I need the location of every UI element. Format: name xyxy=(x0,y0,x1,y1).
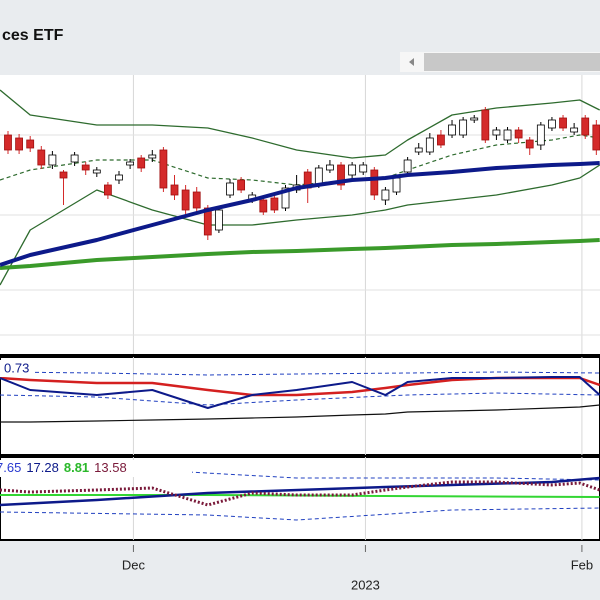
candle-body xyxy=(226,182,234,196)
indicator-line xyxy=(0,89,600,159)
scroll-left-arrow[interactable] xyxy=(409,58,414,66)
candle-body xyxy=(48,154,57,166)
readout-box xyxy=(0,460,192,477)
candle-body xyxy=(104,184,112,196)
readout-value: 8.81 xyxy=(64,460,89,475)
candle-body xyxy=(326,164,334,171)
candle-body xyxy=(592,124,600,151)
candle-body xyxy=(192,191,201,209)
candle-body xyxy=(59,171,68,179)
candle-body xyxy=(259,199,268,213)
x-tick-label: 2023 xyxy=(351,577,380,592)
readout-label: 7.65 17.28 8.81 13.58 xyxy=(0,460,127,475)
x-tick-label: Dec xyxy=(122,557,146,572)
candle-body xyxy=(470,117,479,121)
scrollbar-thumb[interactable] xyxy=(424,53,600,71)
readout-value: 13.58 xyxy=(94,460,127,475)
plot-layer: Dec 2023 Feb 0.73 7.65 17.28 8.81 13.58 xyxy=(0,75,600,592)
candle-body xyxy=(4,134,12,151)
candle-body xyxy=(348,164,357,176)
indicator-line xyxy=(0,392,600,406)
candle-body xyxy=(548,119,556,129)
candle-body xyxy=(481,109,490,141)
candle-body xyxy=(570,127,579,133)
candle-body xyxy=(414,147,423,153)
candle-body xyxy=(81,164,90,171)
readout-value: 7.65 xyxy=(0,460,21,475)
candle-body xyxy=(37,149,46,166)
candle-body xyxy=(492,129,501,136)
candle-body xyxy=(403,159,412,173)
candle-body xyxy=(437,134,445,146)
candle-body xyxy=(15,137,23,151)
candle-body xyxy=(459,119,468,136)
candle-body xyxy=(559,117,567,129)
moving-average xyxy=(0,161,600,267)
readout-value: 17.28 xyxy=(26,460,59,475)
candle-body xyxy=(281,187,290,209)
candle-body xyxy=(237,179,246,191)
candle-body xyxy=(159,149,168,189)
indicator-line xyxy=(0,480,600,507)
candle-body xyxy=(26,139,35,149)
indicator-line xyxy=(0,404,600,423)
x-tick-label: Feb xyxy=(571,557,593,572)
indicator-line xyxy=(0,476,600,507)
candle-body xyxy=(115,174,123,181)
candle-body xyxy=(425,137,434,153)
candle-body xyxy=(270,197,279,211)
candle-body xyxy=(70,154,79,163)
candle-body xyxy=(370,169,379,196)
candle-body xyxy=(92,169,101,174)
candle-body xyxy=(359,164,368,173)
candle-body xyxy=(215,209,223,231)
readout-box xyxy=(0,360,34,377)
readout-label: 0.73 xyxy=(4,360,29,375)
moving-average xyxy=(0,238,600,270)
candle-body xyxy=(581,117,590,136)
candle-body xyxy=(181,189,190,211)
indicator-line xyxy=(0,507,600,521)
candle-body xyxy=(137,157,146,169)
candle-body xyxy=(126,161,135,166)
indicator-line xyxy=(0,376,600,409)
series-group xyxy=(0,467,600,521)
candles xyxy=(4,107,600,240)
candle-body xyxy=(148,154,157,159)
candle-body xyxy=(337,164,345,186)
candle-body xyxy=(448,124,456,136)
indicator-panel xyxy=(0,356,600,456)
candle-body xyxy=(536,124,545,146)
candle-body xyxy=(525,139,534,149)
chart-title: ces ETF xyxy=(2,27,64,44)
candle-body xyxy=(514,129,523,139)
candle-body xyxy=(381,189,390,201)
indicator-line xyxy=(0,164,600,286)
candle-body xyxy=(170,184,179,196)
candle-body xyxy=(503,129,512,141)
candle-body xyxy=(392,177,401,193)
series-group xyxy=(0,371,600,423)
ma-group xyxy=(0,161,600,270)
indicator-line xyxy=(0,371,600,376)
